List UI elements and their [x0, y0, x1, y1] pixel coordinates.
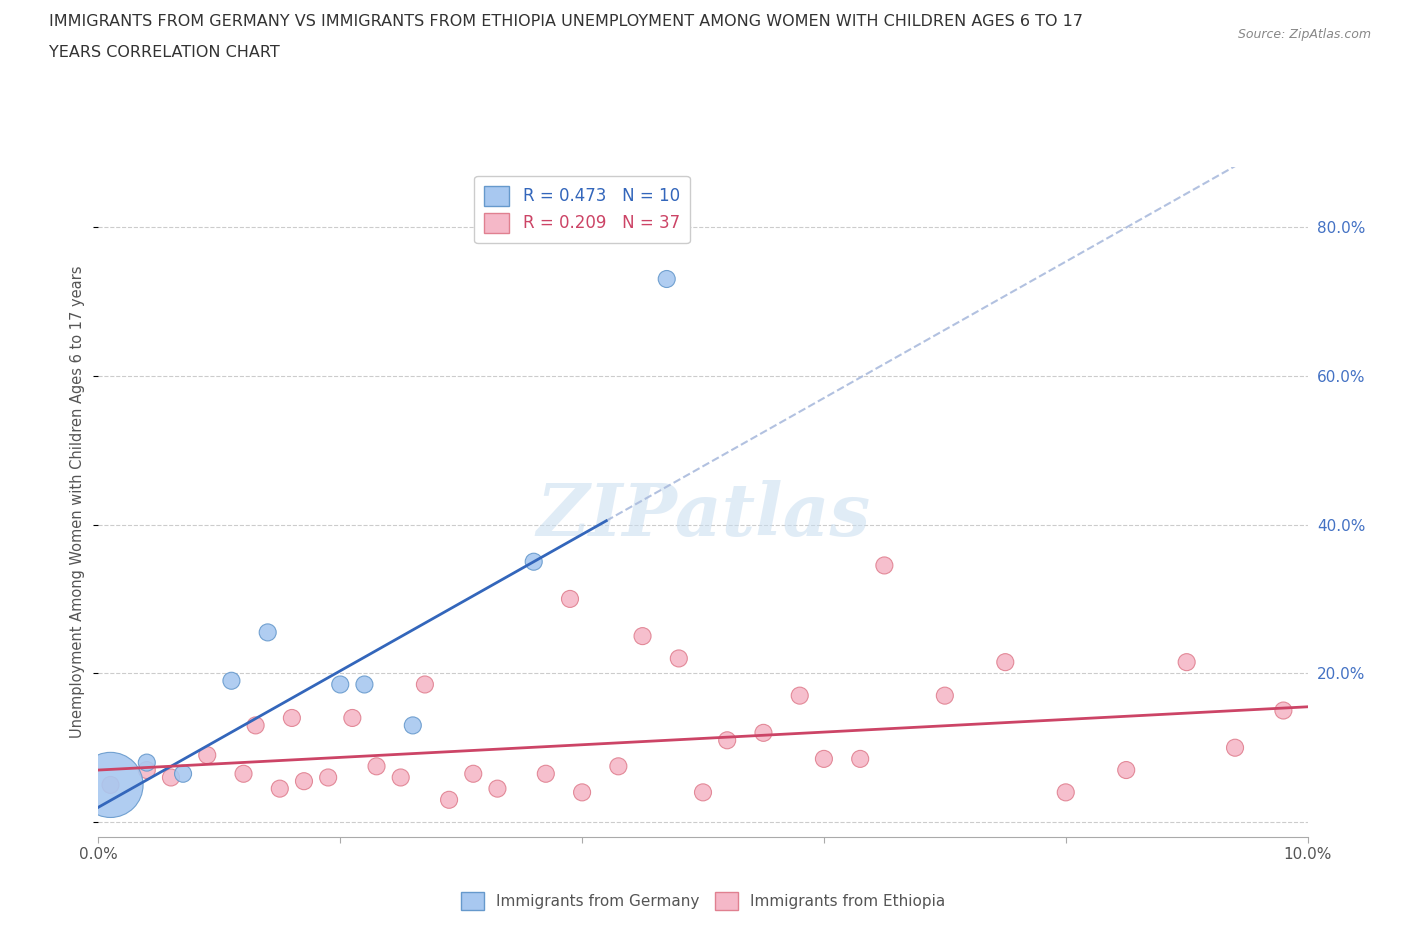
- Point: [135, 755, 157, 770]
- Point: [813, 751, 835, 766]
- Point: [353, 677, 375, 692]
- Point: [1115, 763, 1137, 777]
- Point: [232, 766, 254, 781]
- Point: [281, 711, 304, 725]
- Text: Source: ZipAtlas.com: Source: ZipAtlas.com: [1237, 28, 1371, 41]
- Point: [413, 677, 436, 692]
- Point: [873, 558, 896, 573]
- Point: [256, 625, 278, 640]
- Text: ZIPatlas: ZIPatlas: [536, 480, 870, 551]
- Point: [135, 763, 157, 777]
- Point: [789, 688, 811, 703]
- Point: [366, 759, 388, 774]
- Point: [221, 673, 243, 688]
- Point: [316, 770, 339, 785]
- Point: [486, 781, 509, 796]
- Point: [100, 777, 122, 792]
- Point: [402, 718, 425, 733]
- Point: [934, 688, 956, 703]
- Point: [631, 629, 654, 644]
- Point: [692, 785, 714, 800]
- Point: [1223, 740, 1246, 755]
- Point: [994, 655, 1017, 670]
- Point: [269, 781, 291, 796]
- Point: [329, 677, 352, 692]
- Point: [172, 766, 194, 781]
- Point: [716, 733, 738, 748]
- Point: [389, 770, 412, 785]
- Point: [571, 785, 593, 800]
- Point: [1272, 703, 1295, 718]
- Point: [523, 554, 546, 569]
- Point: [342, 711, 364, 725]
- Point: [607, 759, 630, 774]
- Point: [558, 591, 581, 606]
- Legend: Immigrants from Germany, Immigrants from Ethiopia: Immigrants from Germany, Immigrants from…: [454, 885, 952, 916]
- Point: [245, 718, 267, 733]
- Point: [655, 272, 678, 286]
- Text: IMMIGRANTS FROM GERMANY VS IMMIGRANTS FROM ETHIOPIA UNEMPLOYMENT AMONG WOMEN WIT: IMMIGRANTS FROM GERMANY VS IMMIGRANTS FR…: [49, 14, 1083, 29]
- Point: [668, 651, 690, 666]
- Y-axis label: Unemployment Among Women with Children Ages 6 to 17 years: Unemployment Among Women with Children A…: [70, 266, 86, 738]
- Point: [752, 725, 775, 740]
- Point: [100, 777, 122, 792]
- Text: YEARS CORRELATION CHART: YEARS CORRELATION CHART: [49, 45, 280, 60]
- Point: [849, 751, 872, 766]
- Point: [195, 748, 218, 763]
- Point: [437, 792, 460, 807]
- Point: [160, 770, 183, 785]
- Point: [534, 766, 557, 781]
- Point: [463, 766, 485, 781]
- Point: [292, 774, 315, 789]
- Point: [1175, 655, 1198, 670]
- Point: [1054, 785, 1077, 800]
